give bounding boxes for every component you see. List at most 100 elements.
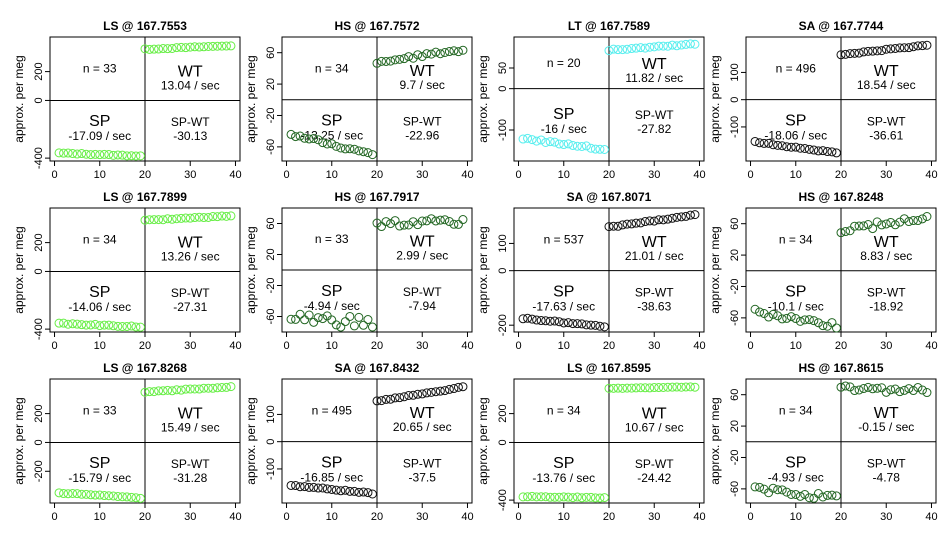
x-tick-label: 40 — [693, 511, 705, 523]
wt-point — [690, 382, 700, 392]
sp-point — [518, 492, 528, 502]
wt-point — [654, 383, 664, 393]
sp-point — [336, 322, 346, 332]
sp-point — [309, 134, 319, 144]
wt-point — [140, 387, 150, 397]
wt-label: WT — [410, 405, 435, 422]
sp-point — [331, 320, 341, 330]
sp-point — [126, 492, 136, 502]
wt-point — [190, 213, 200, 223]
sp-point — [131, 151, 141, 161]
sp-point — [795, 316, 805, 326]
x-tick-label: 30 — [648, 340, 660, 352]
sp-point — [300, 482, 310, 492]
wt-point — [422, 388, 432, 398]
x-tick-label: 10 — [558, 340, 570, 352]
x-tick-label: 20 — [603, 169, 615, 181]
x-tick-label: 40 — [925, 511, 937, 523]
sp-point — [595, 321, 605, 331]
panel: HS @ 167.7572 0 10 20 30 40 -60 -20 20 60 approx. … — [244, 19, 474, 181]
wt-rate: 8.83 / sec — [860, 249, 912, 263]
wt-point — [399, 392, 409, 402]
wt-point — [636, 383, 646, 393]
y-tick-label: -60 — [265, 309, 277, 325]
sp-point — [586, 320, 596, 330]
wt-point — [217, 382, 227, 392]
sp-point — [331, 485, 341, 495]
wt-point — [613, 383, 623, 393]
y-axis-label: approx. per meg — [708, 226, 722, 313]
sp-point — [318, 138, 328, 148]
sp-point — [108, 150, 118, 160]
wt-label: WT — [410, 233, 435, 250]
x-tick-label: 20 — [371, 511, 383, 523]
y-tick-label: -200 — [33, 460, 45, 482]
wt-point — [404, 52, 414, 62]
wt-point — [158, 44, 168, 54]
wt-point — [386, 219, 396, 229]
sp-point — [541, 492, 551, 502]
sp-label: SP — [321, 112, 342, 129]
y-tick-label: 0 — [497, 439, 509, 445]
sp-rate: -16.85 / sec — [300, 470, 363, 484]
sp-point — [764, 138, 774, 148]
sp-label: SP — [785, 454, 806, 471]
panel-title: HS @ 167.7572 — [334, 19, 419, 33]
y-tick-label: 0 — [33, 439, 45, 445]
wt-point — [636, 218, 646, 228]
sp-point — [527, 314, 537, 324]
y-axis-label: approx. per meg — [708, 55, 722, 142]
sp-point — [90, 490, 100, 500]
wt-point — [212, 212, 222, 222]
sp-point — [345, 144, 355, 154]
sp-rate: -15.79 / sec — [68, 471, 131, 485]
wt-point — [913, 41, 923, 51]
x-tick-label: 30 — [880, 511, 892, 523]
wt-point — [217, 211, 227, 221]
sp-point — [777, 141, 787, 151]
wt-point — [908, 42, 918, 52]
wt-point — [690, 210, 700, 220]
wt-rate: 10.67 / sec — [625, 420, 684, 434]
sp-point — [358, 320, 368, 330]
wt-point — [449, 46, 459, 56]
wt-point — [922, 211, 932, 221]
wt-point — [444, 47, 454, 57]
wt-point — [381, 217, 391, 227]
wt-point — [226, 382, 236, 392]
wt-label: WT — [642, 234, 667, 251]
wt-point — [618, 383, 628, 393]
sp-point — [782, 487, 792, 497]
wt-point — [145, 44, 155, 54]
y-axis-label: approx. per meg — [708, 397, 722, 484]
wt-point — [654, 215, 664, 225]
sp-rate: -16 / sec — [541, 122, 587, 136]
wt-point — [208, 383, 218, 393]
sp-point — [586, 143, 596, 153]
x-tick-label: 20 — [139, 511, 151, 523]
sp-point — [304, 134, 314, 144]
wt-point — [895, 217, 905, 227]
wt-point — [649, 383, 659, 393]
sp-point — [113, 150, 123, 160]
sp-point — [759, 138, 769, 148]
x-tick-label: 10 — [94, 169, 106, 181]
x-tick-label: 0 — [51, 169, 57, 181]
y-axis-label: approx. per meg — [244, 226, 258, 313]
sp-point — [63, 148, 73, 158]
wt-point — [199, 383, 209, 393]
x-tick-label: 10 — [790, 169, 802, 181]
sp-point — [545, 316, 555, 326]
x-tick-label: 20 — [835, 340, 847, 352]
sp-point — [309, 317, 319, 327]
wt-point — [377, 56, 387, 66]
sp-point — [822, 147, 832, 157]
sp-point — [559, 492, 569, 502]
y-tick-label: 60 — [265, 47, 277, 59]
wt-point — [850, 221, 860, 231]
sp-rate: -4.93 / sec — [768, 470, 824, 484]
wt-label: WT — [874, 234, 899, 251]
wt-point — [672, 382, 682, 392]
wt-point — [613, 45, 623, 55]
wt-point — [172, 385, 182, 395]
